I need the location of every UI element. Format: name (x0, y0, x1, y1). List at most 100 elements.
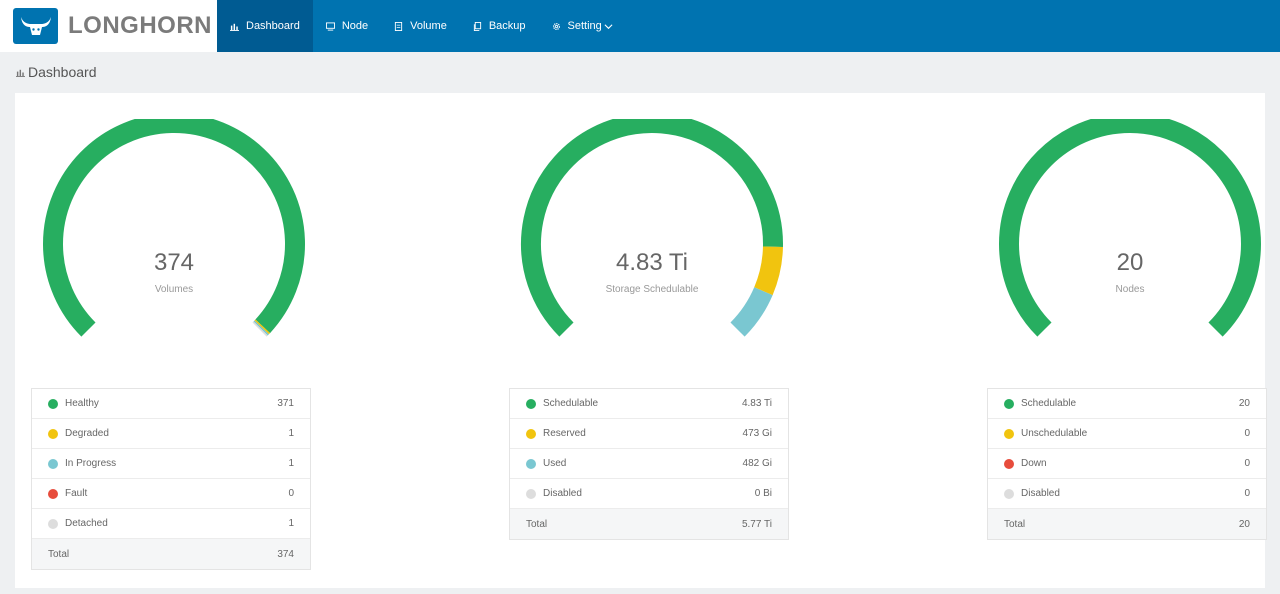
bar-chart-icon (230, 22, 239, 31)
nodes-gauge: 20 Nodes (995, 119, 1265, 359)
legend-name: Disabled (543, 488, 582, 499)
volumes-label: Volumes (154, 284, 194, 295)
legend-value: 20 (1238, 398, 1250, 409)
nav-volume-label: Volume (410, 20, 447, 32)
legend-total-label: Total (48, 548, 70, 560)
volumes-legend: Healthy 371 Degraded 1 In Progress 1 Fau… (31, 388, 311, 570)
database-icon (394, 21, 403, 31)
legend-name: Detached (65, 518, 108, 529)
nav-backup[interactable]: Backup (460, 0, 539, 52)
nodes-gauge-chart (999, 119, 1261, 337)
volumes-gauge-segment-degraded (254, 319, 271, 335)
storage-gauge-segment-used (730, 287, 773, 337)
volumes-gauge-segment-healthy (43, 119, 305, 337)
legend-value: 0 (1244, 488, 1250, 499)
legend-value: 371 (277, 398, 294, 409)
storage-gauge-segment-reserved (754, 246, 783, 296)
legend-value: 0 (288, 488, 294, 499)
status-dot (1004, 428, 1014, 439)
storage-gauge-segment-schedulable (521, 119, 783, 337)
logo[interactable]: LONGHORN (0, 0, 217, 52)
legend-row-disabled[interactable]: Disabled 0 Bi (510, 479, 788, 509)
storage-amount: 4.83 Ti (615, 249, 689, 276)
status-dot (48, 458, 58, 469)
legend-name: Schedulable (1021, 398, 1077, 409)
nav-dashboard[interactable]: Dashboard (217, 0, 313, 52)
legend-value: 0 (1244, 458, 1250, 469)
legend-row-schedulable[interactable]: Schedulable 20 (988, 389, 1266, 419)
chevron-down-icon (604, 22, 613, 31)
legend-total-label: Total (1004, 518, 1026, 530)
nodes-legend: Schedulable 20 Unschedulable 0 Down 0 Di… (987, 388, 1267, 540)
nav-node-label: Node (341, 20, 369, 32)
nodes-count: 20 (1116, 249, 1144, 276)
nav-backup-label: Backup (488, 20, 526, 32)
storage-gauge: 4.83 Ti Storage Schedulable (517, 119, 787, 359)
main-nav: Dashboard Node Volume Backup Setting (217, 0, 626, 52)
status-dot (526, 428, 536, 439)
legend-name: Degraded (65, 428, 109, 439)
legend-name: Fault (65, 488, 88, 499)
status-dot (526, 398, 536, 409)
status-dot (526, 458, 536, 469)
legend-row-used[interactable]: Used 482 Gi (510, 449, 788, 479)
nav-node[interactable]: Node (313, 0, 381, 52)
legend-total-row: Total 374 (32, 539, 310, 569)
legend-total-value: 20 (1238, 518, 1250, 530)
legend-row-healthy[interactable]: Healthy 371 (32, 389, 310, 419)
nodes-gauge-segment-schedulable (999, 119, 1261, 337)
legend-total-row: Total 5.77 Ti (510, 509, 788, 539)
legend-name: Healthy (65, 398, 99, 409)
status-dot (1004, 488, 1014, 499)
legend-name: Schedulable (543, 398, 599, 409)
legend-total-row: Total 20 (988, 509, 1266, 539)
volumes-gauge-segment-in-progress (253, 320, 269, 336)
volumes-gauge-segment-detached (252, 321, 268, 337)
legend-total-value: 5.77 Ti (741, 518, 772, 530)
legend-value: 482 Gi (742, 458, 772, 469)
nodes-label: Nodes (1115, 284, 1145, 295)
status-dot (48, 398, 58, 409)
page-title: Dashboard (28, 64, 97, 80)
legend-value: 473 Gi (742, 428, 772, 439)
volumes-count: 374 (153, 249, 195, 276)
legend-value: 0 Bi (754, 488, 772, 499)
legend-row-detached[interactable]: Detached 1 (32, 509, 310, 539)
legend-row-reserved[interactable]: Reserved 473 Gi (510, 419, 788, 449)
legend-row-schedulable[interactable]: Schedulable 4.83 Ti (510, 389, 788, 419)
legend-name: Down (1021, 458, 1047, 469)
legend-row-fault[interactable]: Fault 0 (32, 479, 310, 509)
nav-volume[interactable]: Volume (381, 0, 460, 52)
storage-gauge-chart (521, 119, 783, 337)
gear-icon (552, 22, 561, 31)
legend-name: Unschedulable (1021, 428, 1088, 439)
nav-setting-label: Setting (567, 20, 602, 32)
longhorn-logo-icon (13, 8, 58, 44)
legend-name: In Progress (65, 458, 117, 469)
status-dot (48, 488, 58, 499)
top-navbar: LONGHORN Dashboard Node Volume Backup (0, 0, 1280, 52)
bar-chart-icon (16, 68, 25, 77)
legend-value: 1 (288, 428, 294, 439)
volumes-gauge: 374 Volumes (39, 119, 309, 359)
storage-label: Storage Schedulable (605, 284, 699, 295)
status-dot (48, 518, 58, 529)
legend-row-degraded[interactable]: Degraded 1 (32, 419, 310, 449)
status-dot (1004, 398, 1014, 409)
status-dot (1004, 458, 1014, 469)
legend-row-unschedulable[interactable]: Unschedulable 0 (988, 419, 1266, 449)
legend-value: 1 (288, 458, 294, 469)
legend-row-disabled[interactable]: Disabled 0 (988, 479, 1266, 509)
legend-value: 4.83 Ti (741, 398, 772, 409)
legend-row-in-progress[interactable]: In Progress 1 (32, 449, 310, 479)
status-dot (526, 488, 536, 499)
nav-setting[interactable]: Setting (539, 0, 626, 52)
legend-row-down[interactable]: Down 0 (988, 449, 1266, 479)
nav-dashboard-label: Dashboard (246, 20, 300, 32)
legend-value: 1 (288, 518, 294, 529)
copy-icon (473, 21, 482, 31)
monitor-icon (325, 21, 335, 31)
app-name: LONGHORN (68, 12, 212, 39)
legend-total-label: Total (526, 518, 548, 530)
breadcrumb: Dashboard (16, 64, 97, 80)
